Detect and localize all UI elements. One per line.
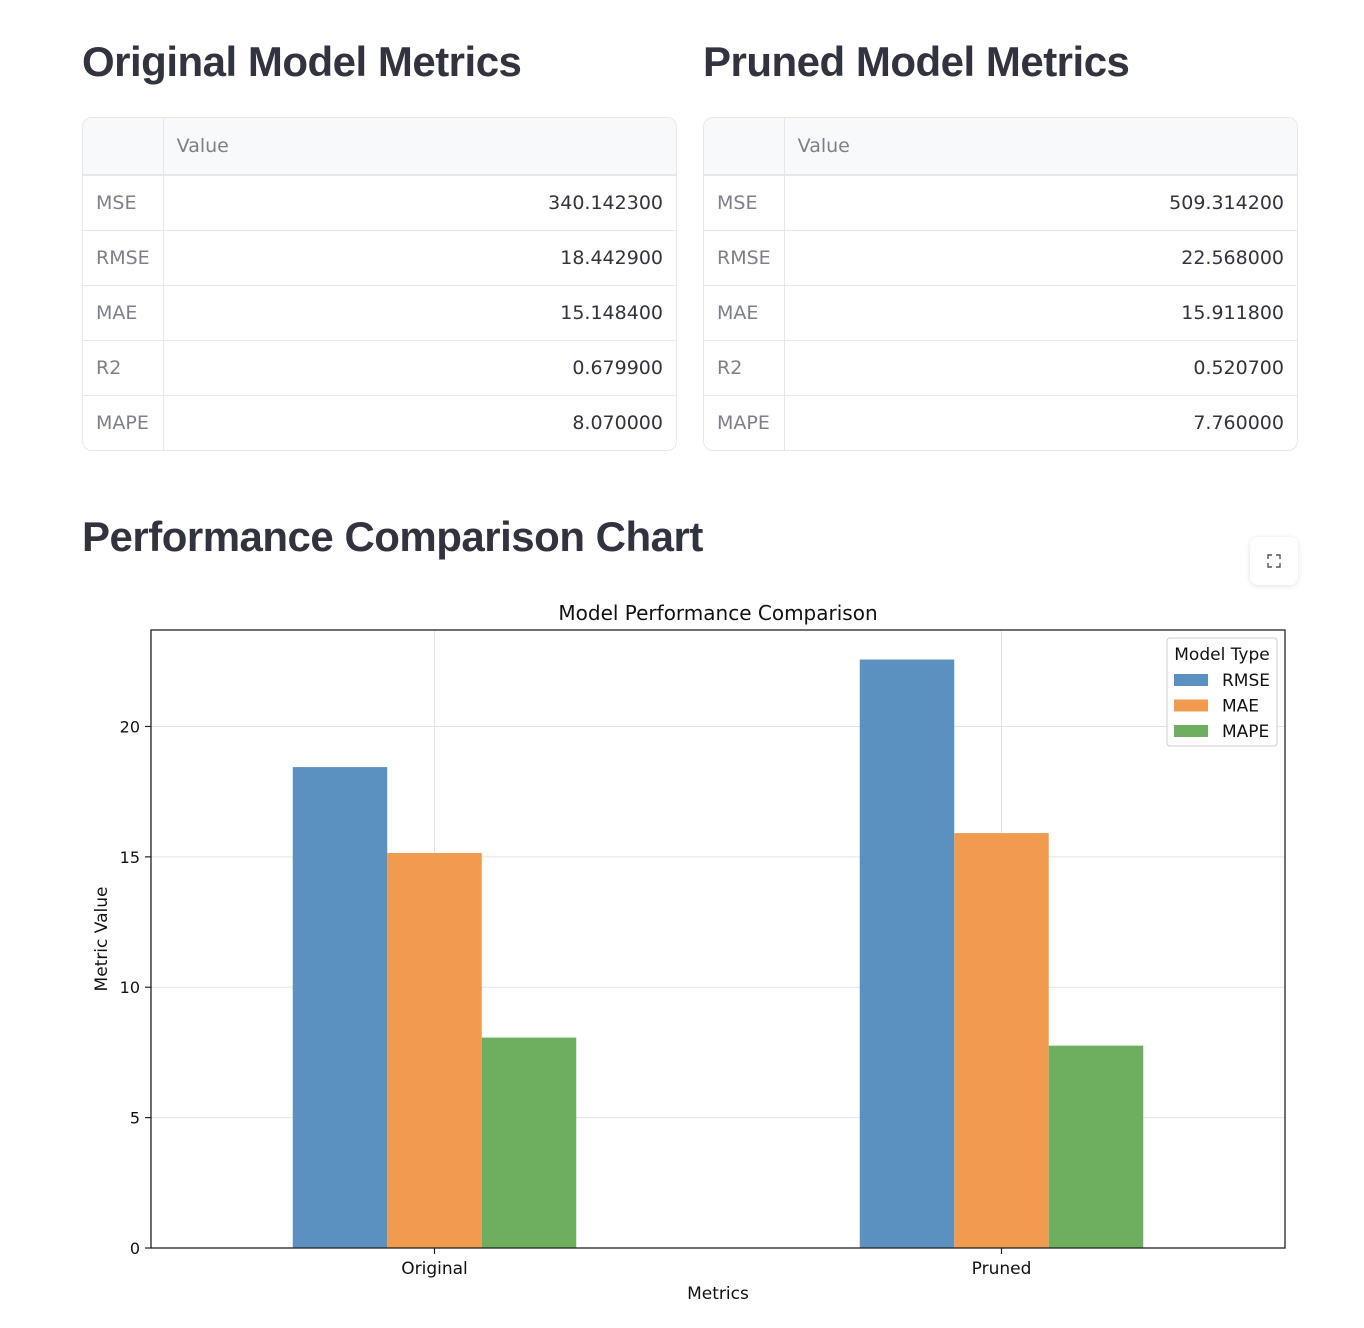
metric-name: R2 [83, 340, 164, 396]
bar-rmse-pruned [859, 659, 955, 1248]
y-tick-label: 5 [130, 1109, 140, 1128]
y-axis-label: Metric Value [92, 887, 112, 992]
metric-value[interactable]: 22.568000 [784, 230, 1297, 286]
value-column-header[interactable]: Value [163, 118, 676, 176]
x-tick-label: Original [401, 1259, 468, 1279]
y-tick-label: 15 [120, 848, 140, 867]
legend-label-mape: MAPE [1222, 722, 1269, 742]
metric-name: RMSE [83, 230, 164, 286]
x-axis-label: Metrics [687, 1284, 749, 1304]
table-row: R2 0.679900 [83, 340, 676, 396]
legend-label-rmse: RMSE [1222, 671, 1270, 691]
table-row: MAPE 8.070000 [83, 395, 676, 450]
metric-value[interactable]: 340.142300 [163, 175, 676, 231]
metric-value[interactable]: 15.911800 [784, 285, 1297, 341]
bar-mae-pruned [954, 833, 1049, 1248]
bar-rmse-original [292, 767, 388, 1248]
legend-swatch-mape [1174, 725, 1208, 737]
legend-box [1166, 637, 1278, 747]
chart-title: Model Performance Comparison [558, 601, 877, 625]
metric-name: MAE [83, 285, 164, 341]
table-row: R2 0.520700 [704, 340, 1297, 396]
table-row: RMSE 22.568000 [704, 230, 1297, 286]
original-metrics-table: Value MSE 340.142300 RMSE 18.442900 MAE 15.… [82, 117, 677, 451]
y-tick-label: 20 [120, 717, 140, 736]
metric-name: MAPE [704, 395, 785, 450]
x-tick-label: Pruned [972, 1259, 1032, 1279]
chart-section-title: Performance Comparison Chart [82, 513, 703, 560]
metric-name: R2 [704, 340, 785, 396]
performance-comparison-chart: 0 5 10 15 20 Original Pruned Model Performance … [92, 601, 1286, 1304]
table-header-row: Value [83, 118, 676, 176]
table-header-row: Value [704, 118, 1297, 176]
bar-mae-original [387, 852, 482, 1248]
table-row: MAE 15.911800 [704, 285, 1297, 341]
index-header[interactable] [83, 118, 164, 176]
metric-value[interactable]: 509.314200 [784, 175, 1297, 231]
original-metrics-title: Original Model Metrics [82, 38, 522, 85]
metric-value[interactable]: 15.148400 [163, 285, 676, 341]
pruned-metrics-table: Value MSE 509.314200 RMSE 22.568000 MAE 15.… [703, 117, 1298, 451]
table-row: MSE 509.314200 [704, 175, 1297, 231]
metric-value[interactable]: 8.070000 [572, 411, 663, 434]
legend-label-mae: MAE [1222, 697, 1259, 717]
metric-name: MSE [83, 175, 164, 231]
index-header[interactable] [704, 118, 785, 176]
table-row: MAPE 7.760000 [704, 395, 1297, 450]
metric-value[interactable]: 0.679900 [163, 340, 676, 396]
bar-mape-pruned [1048, 1045, 1144, 1248]
y-tick-label: 10 [120, 978, 140, 997]
pruned-metrics-title: Pruned Model Metrics [703, 38, 1130, 85]
y-tick-label: 0 [130, 1239, 140, 1258]
metric-value[interactable]: 0.520700 [784, 340, 1297, 396]
table-row: MAE 15.148400 [83, 285, 676, 341]
metric-name: RMSE [704, 230, 785, 286]
fullscreen-button[interactable] [1250, 537, 1298, 585]
table-row: MSE 340.142300 [83, 175, 676, 231]
table-row: RMSE 18.442900 [83, 230, 676, 286]
legend-title: Model Type [1174, 645, 1270, 665]
metric-name: MAE [704, 285, 785, 341]
metric-name: MAPE [83, 395, 164, 450]
metric-name: MSE [704, 175, 785, 231]
metric-value[interactable]: 18.442900 [163, 230, 676, 286]
bar-mape-original [481, 1037, 577, 1248]
value-column-header[interactable]: Value [784, 118, 1297, 176]
legend-swatch-mae [1174, 699, 1208, 712]
fullscreen-expand-icon [1267, 554, 1281, 568]
plot-frame [150, 629, 1286, 1249]
legend-swatch-rmse [1174, 674, 1208, 686]
metric-value[interactable]: 7.760000 [1193, 411, 1284, 434]
